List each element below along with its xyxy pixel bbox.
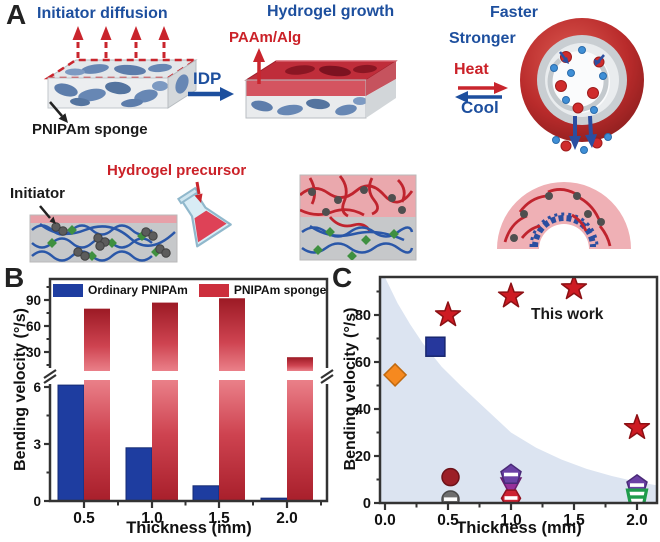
panel-c-x-axis-label: Thickness (mm): [456, 519, 582, 537]
legend-label-ordinary-pnipam: Ordinary PNIPAm: [88, 283, 188, 297]
bar-sponge-upper-0.5: [84, 308, 110, 371]
paam-alg-label: PAAm/Alg: [229, 29, 302, 46]
point-pentagon-slash-9: [500, 463, 522, 485]
bar-sponge-lower-1.0: [152, 380, 178, 501]
pnipam-sponge-label: PNIPAm sponge: [32, 121, 148, 138]
svg-text:90: 90: [26, 293, 41, 308]
panel-c-y-axis-label: Bending velocity (°/s): [342, 307, 359, 471]
point-star-1: [497, 282, 525, 308]
bar-sponge-lower-0.5: [84, 380, 110, 501]
hydrogel-precursor-flask: [176, 186, 232, 248]
svg-text:30: 30: [26, 345, 41, 360]
point-circle-slash-7: [441, 490, 460, 503]
svg-text:60: 60: [355, 355, 371, 371]
pnipam-sponge-arrow: [49, 101, 68, 123]
stronger-label: Stronger: [449, 30, 516, 47]
panel-c-scatter-chart: 0 20 40 60 80 0.0 0.5 1.0 1.5 2.0: [355, 275, 659, 529]
panel-b-label: B: [4, 262, 25, 293]
panel-b-bar-chart: 30 60 90 0 3 6 0.5 1.0 1.5 2.0: [26, 277, 334, 527]
pnipam-sponge-slab: [43, 58, 201, 109]
rolled-hydrogel-tube: [520, 18, 644, 154]
initiator-label: Initiator: [10, 185, 65, 202]
panel-c-plot-border: [378, 275, 659, 505]
initiator-diffusion-arrows: [72, 26, 170, 58]
bent-hydrogel-arch: [497, 182, 631, 249]
panel-a-illustration: [29, 18, 644, 263]
svg-text:0.5: 0.5: [73, 510, 95, 527]
hydrogel-growth-label: Hydrogel growth: [267, 3, 395, 20]
idp-label: IDP: [193, 69, 222, 88]
svg-text:3: 3: [33, 437, 41, 452]
double-network-section: [299, 174, 417, 261]
bar-ordinary-1.5: [192, 485, 220, 502]
idp-arrow: [188, 87, 234, 101]
svg-text:60: 60: [26, 319, 41, 334]
svg-text:1.5: 1.5: [563, 512, 585, 529]
svg-text:20: 20: [355, 449, 371, 465]
heat-label: Heat: [454, 61, 489, 78]
point-star-0: [434, 301, 462, 327]
bar-sponge-lower-2.0: [287, 380, 313, 501]
initiator-diffusion-label: Initiator diffusion: [37, 5, 168, 22]
cool-arrow: [455, 91, 502, 103]
bar-ordinary-0.5: [57, 384, 85, 502]
point-square-4: [425, 336, 446, 357]
svg-text:0: 0: [363, 496, 371, 512]
svg-text:80: 80: [355, 308, 371, 324]
svg-text:0.5: 0.5: [437, 512, 459, 529]
svg-text:0.0: 0.0: [374, 512, 396, 529]
panel-b-y-axis-label: Bending velocity (°/s): [12, 308, 29, 471]
panel-c-label: C: [332, 262, 353, 293]
hydrogel-slab: [244, 60, 398, 119]
cool-label: Cool: [461, 98, 499, 117]
svg-text:2.0: 2.0: [276, 510, 298, 527]
legend-swatch-pnipam-sponge: [198, 283, 229, 297]
initiator-sponge-section: [29, 214, 178, 263]
bar-sponge-upper-2.0: [287, 357, 313, 371]
reported-performance-region: [380, 277, 657, 503]
panel-b-plot-border: [48, 277, 329, 503]
svg-text:0: 0: [33, 494, 41, 509]
point-star-2: [560, 277, 588, 300]
bar-sponge-upper-1.0: [152, 302, 178, 371]
point-diamond-5: [383, 362, 408, 387]
paam-alg-arrow: [253, 48, 265, 84]
hydrogel-precursor-arrow: [194, 181, 203, 203]
faster-label: Faster: [490, 4, 539, 21]
bar-sponge-upper-1.5: [219, 298, 245, 371]
point-trapezoid-open-12: [625, 488, 649, 503]
bar-ordinary-1.0: [125, 447, 153, 502]
panel-b-legend: Ordinary PNIPAm PNIPAm sponge: [53, 283, 326, 297]
svg-text:1.0: 1.0: [141, 510, 163, 527]
hydrogel-precursor-label: Hydrogel precursor: [107, 162, 247, 179]
svg-text:1.0: 1.0: [500, 512, 522, 529]
point-star-3: [623, 414, 651, 440]
heat-arrow: [458, 82, 508, 94]
panel-a-label: A: [6, 0, 27, 30]
this-work-annotation: This work: [531, 306, 604, 323]
point-hexagon-slash-10: [500, 489, 522, 503]
point-circle-6: [441, 467, 460, 487]
legend-label-pnipam-sponge: PNIPAm sponge: [233, 283, 327, 297]
svg-text:2.0: 2.0: [626, 512, 648, 529]
svg-text:1.5: 1.5: [208, 510, 230, 527]
bar-sponge-lower-1.5: [219, 380, 245, 501]
initiator-arrow: [39, 205, 56, 224]
legend-swatch-ordinary-pnipam: [53, 283, 83, 297]
svg-text:40: 40: [355, 402, 371, 418]
panel-b-x-axis-label: Thickness (mm): [126, 519, 252, 537]
svg-text:6: 6: [33, 380, 41, 395]
